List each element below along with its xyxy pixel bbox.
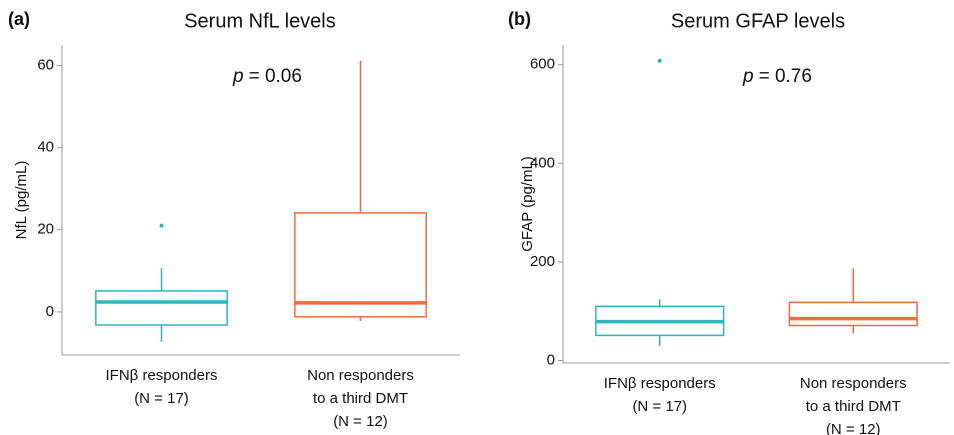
annotation: p = 0.76	[742, 66, 812, 87]
y-tick-label: 0	[46, 303, 54, 320]
x-tick-label: Non responders	[800, 375, 907, 392]
x-tick-label: IFNβ responders	[105, 367, 217, 384]
y-tick-label: 0	[547, 352, 555, 369]
panel-label: (a)	[8, 9, 30, 29]
chart-title: Serum NfL levels	[184, 10, 336, 32]
outlier	[159, 223, 164, 228]
panel-label: (b)	[508, 9, 531, 29]
x-tick-label: (N = 12)	[333, 413, 388, 430]
annotation-var: p	[232, 66, 244, 87]
box	[788, 301, 918, 327]
x-tick-label: IFNβ responders	[604, 375, 716, 392]
y-tick-label: 40	[37, 139, 54, 156]
y-tick-label: 400	[530, 154, 555, 171]
y-tick-label: 600	[530, 56, 555, 73]
box	[95, 290, 228, 326]
chart-title: Serum GFAP levels	[671, 10, 845, 32]
box	[294, 212, 427, 318]
x-tick-label: (N = 17)	[632, 398, 687, 415]
y-axis-label: NfL (pg/mL)	[13, 161, 30, 240]
annotation-text: = 0.06	[249, 66, 302, 87]
x-tick-label: (N = 12)	[826, 421, 881, 435]
annotation-text: = 0.76	[759, 66, 812, 87]
y-axis-label: GFAP (pg/mL)	[519, 156, 536, 252]
x-tick-label: to a third DMT	[806, 398, 901, 415]
x-tick-label: to a third DMT	[313, 390, 408, 407]
x-tick-label: (N = 17)	[134, 390, 189, 407]
y-tick-label: 20	[37, 221, 54, 238]
annotation-var: p	[742, 66, 754, 87]
y-tick-label: 60	[37, 56, 54, 73]
y-tick-label: 200	[530, 253, 555, 270]
annotation: p = 0.06	[232, 66, 302, 87]
x-tick-label: Non responders	[307, 367, 414, 384]
outlier	[657, 58, 662, 63]
